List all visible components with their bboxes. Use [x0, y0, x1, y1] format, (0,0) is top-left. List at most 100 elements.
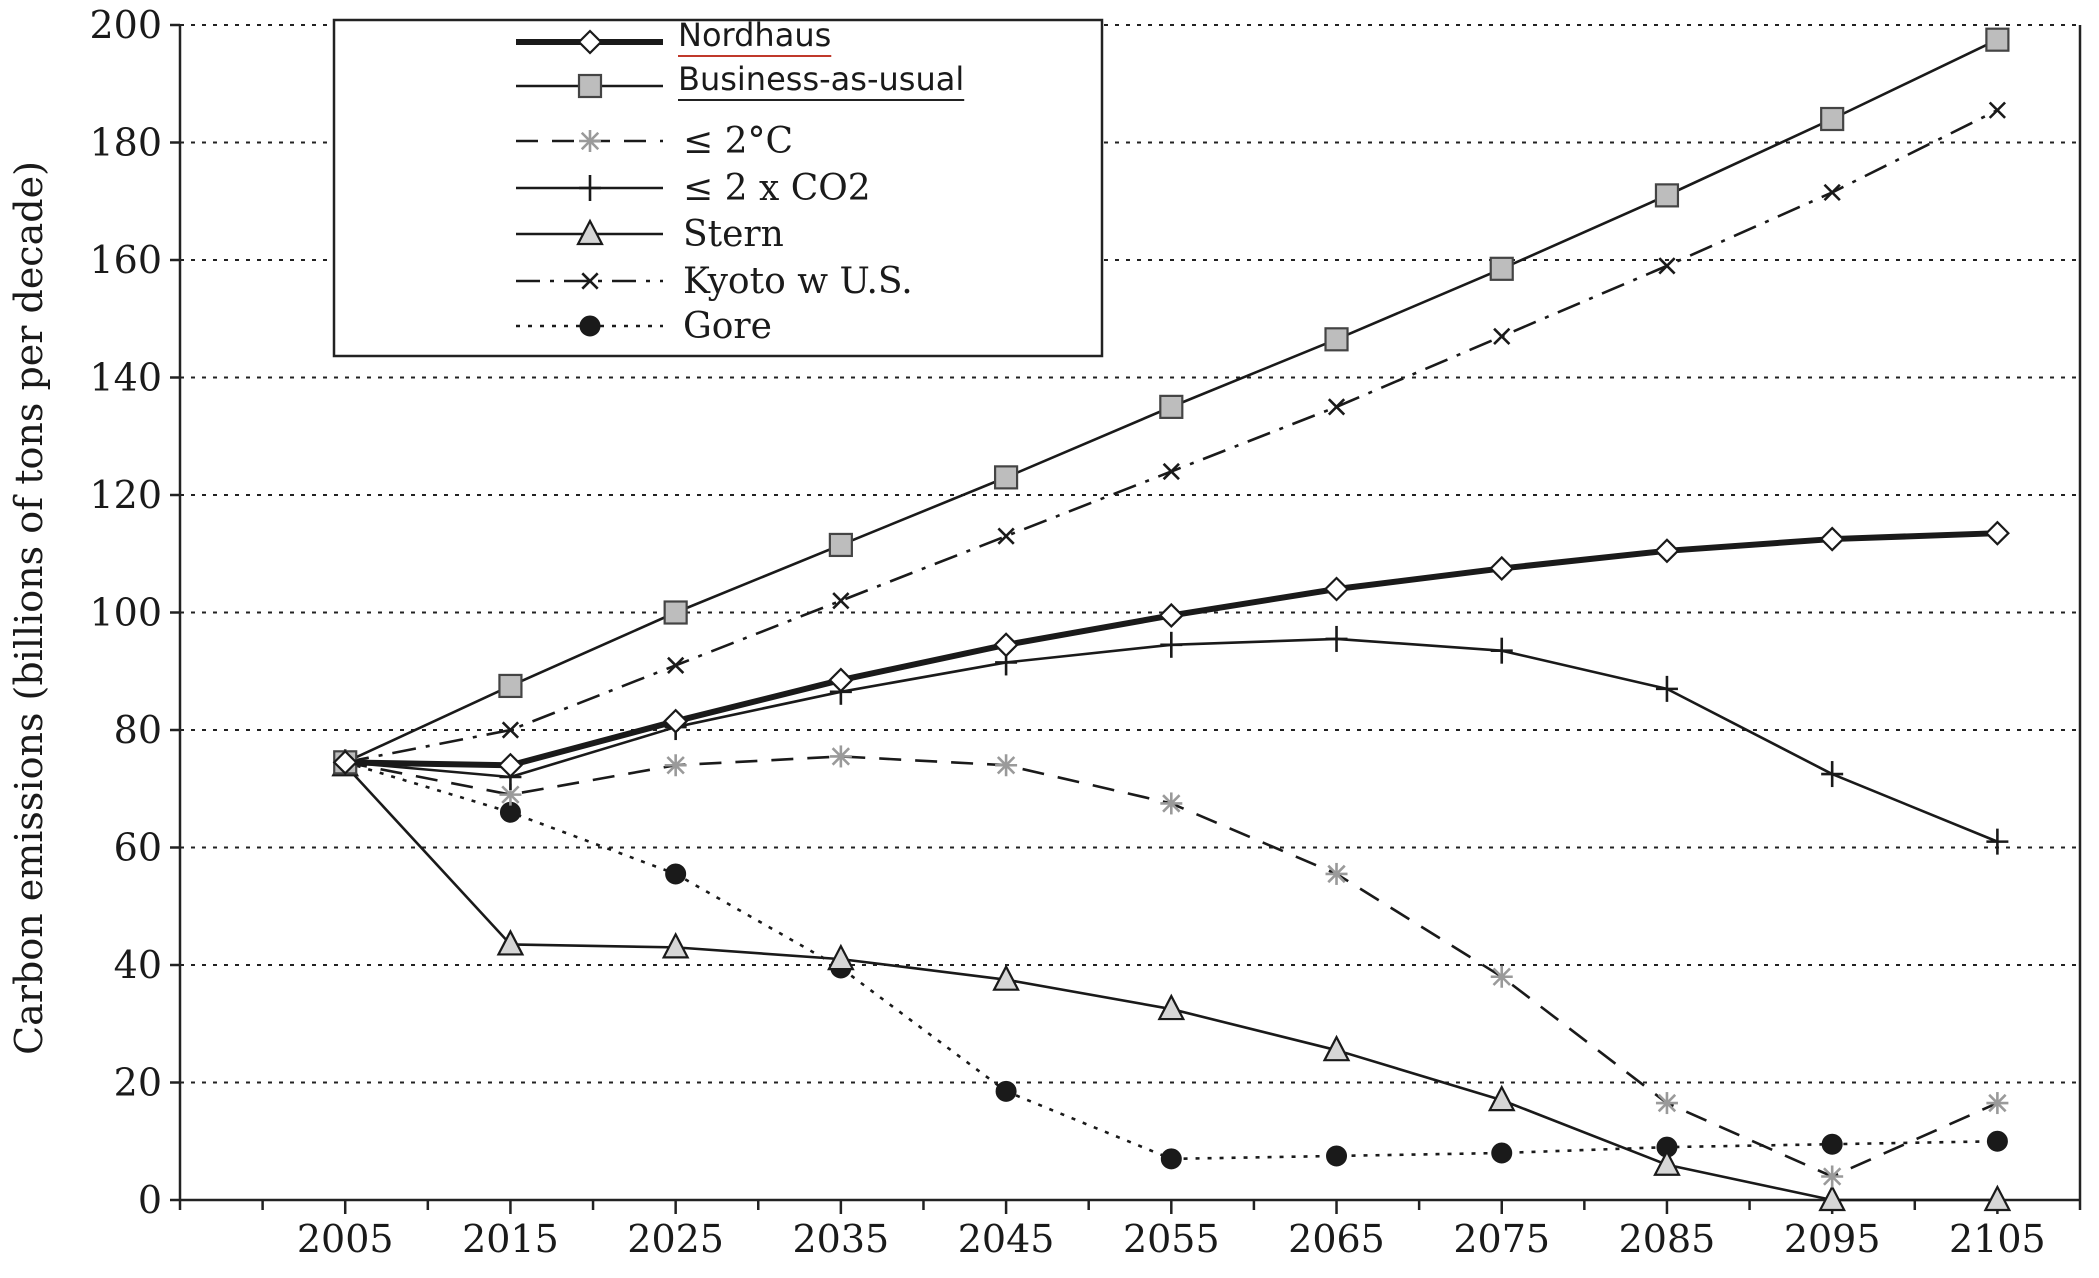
series-2-x-co2: [334, 625, 2009, 855]
legend-marker-gore: [579, 315, 601, 337]
point-stern-2015: [496, 929, 525, 956]
point-stern-2105: [1983, 1184, 2012, 1212]
series-line-2-c: [344, 755, 1998, 1178]
point-business-as-usual-2065: [1324, 327, 1349, 352]
grid-lines: [180, 24, 2080, 1084]
x-tick-label-2075: 2075: [1453, 1217, 1550, 1261]
legend-label-2-c: ≤ 2°C: [683, 121, 793, 162]
point-business-as-usual-2055: [1159, 394, 1184, 419]
point-business-as-usual-2105: [1985, 27, 2010, 52]
legend-marker-kyoto-w-u-s: [581, 272, 599, 290]
legend-box: [332, 18, 1104, 358]
point-nordhaus-2085: [1654, 538, 1680, 564]
tick-labels: 0 20 40 60 80 100 120 140 160 180 200 2005 2015 2025 2…: [89, 3, 2045, 1261]
series-gore: [334, 751, 2008, 1170]
y-tick-label-80: 80: [114, 708, 162, 752]
point-gore-2055: [1160, 1148, 1182, 1170]
point-2-c-2045: [995, 754, 1018, 777]
y-tick-label-140: 140: [89, 356, 162, 400]
point-2-x-co2-2085: [1655, 675, 1678, 702]
legend-marker-business-as-usual: [577, 73, 603, 99]
point-2-c-2025: [664, 754, 687, 777]
point-stern-2065: [1322, 1034, 1351, 1062]
point-2-c-2065: [1325, 862, 1348, 885]
point-business-as-usual-2085: [1654, 183, 1680, 208]
series-line-gore: [344, 761, 1998, 1161]
y-tick-label-160: 160: [89, 238, 162, 282]
x-tick-label-2055: 2055: [1123, 1217, 1220, 1261]
x-tick-label-2035: 2035: [793, 1217, 890, 1261]
point-stern-2085: [1653, 1149, 1681, 1176]
point-kyoto-w-u-s-2065: [1327, 398, 1346, 416]
point-business-as-usual-2035: [828, 532, 853, 558]
point-stern-2095: [1818, 1184, 1846, 1212]
point-2-c-2035: [829, 745, 852, 768]
y-tick-label-120: 120: [89, 473, 162, 517]
point-2-c-2075: [1490, 965, 1513, 988]
legend-marker-2-x-co2: [579, 175, 601, 201]
legend-item-gore: Gore: [516, 306, 772, 347]
point-kyoto-w-u-s-2095: [1823, 183, 1841, 202]
point-2-c-2015: [499, 783, 522, 806]
point-2-x-co2-2105: [1986, 828, 2009, 855]
point-nordhaus-2075: [1489, 555, 1515, 581]
point-nordhaus-2055: [1158, 602, 1184, 628]
legend-label-stern: Stern: [683, 214, 784, 255]
series-line-stern: [344, 764, 1998, 1202]
point-stern-2025: [661, 931, 690, 959]
y-axis-title: Carbon emissions (billions of tons per d…: [7, 161, 51, 1055]
point-2-c-2085: [1655, 1092, 1678, 1115]
y-tick-label-180: 180: [89, 121, 162, 165]
legend-item-business-as-usual: Business-as-usual: [516, 60, 965, 101]
point-kyoto-w-u-s-2055: [1162, 462, 1180, 481]
point-kyoto-w-u-s-2075: [1493, 327, 1511, 345]
point-kyoto-w-u-s-2045: [997, 527, 1015, 545]
legend-marker-nordhaus: [577, 29, 603, 55]
point-nordhaus-2015: [497, 752, 523, 778]
legend-marker-2-c: [579, 130, 601, 152]
point-gore-2045: [995, 1080, 1017, 1102]
point-kyoto-w-u-s-2015: [501, 721, 520, 739]
point-2-c-2095: [1821, 1165, 1844, 1188]
point-business-as-usual-2015: [498, 673, 523, 699]
point-stern-2075: [1487, 1084, 1516, 1112]
x-tick-label-2005: 2005: [297, 1217, 394, 1261]
legend: Nordhaus Business-as-usual ≤ 2°C ≤ 2 x CO2 S…: [332, 16, 1104, 358]
y-tick-label-100: 100: [89, 591, 162, 635]
point-stern-2035: [827, 943, 855, 971]
point-gore-2105: [1986, 1130, 2008, 1152]
legend-item-2-c: ≤ 2°C: [516, 121, 793, 162]
legend-item-nordhaus: Nordhaus: [516, 16, 832, 57]
series-nordhaus: [332, 520, 2010, 778]
point-business-as-usual-2045: [993, 465, 1019, 490]
point-gore-2065: [1326, 1145, 1348, 1167]
legend-label-kyoto-w-u-s: Kyoto w U.S.: [683, 261, 913, 302]
point-gore-2075: [1491, 1142, 1513, 1164]
axes: [170, 23, 2082, 1214]
point-nordhaus-2105: [1984, 520, 2010, 546]
point-2-x-co2-2075: [1490, 637, 1513, 664]
series-kyoto-w-u-s: [336, 101, 2007, 771]
series-2-c: [334, 745, 2009, 1188]
point-stern-2055: [1157, 993, 1186, 1021]
point-kyoto-w-u-s-2085: [1658, 257, 1676, 275]
point-nordhaus-2025: [663, 708, 689, 734]
y-tick-label-20: 20: [114, 1061, 162, 1105]
point-nordhaus-2045: [993, 632, 1019, 658]
point-business-as-usual-2075: [1489, 256, 1514, 281]
x-tick-label-2015: 2015: [462, 1217, 559, 1261]
point-nordhaus-2065: [1323, 576, 1350, 602]
point-2-x-co2-2065: [1325, 625, 1348, 652]
point-2-c-2105: [1986, 1092, 2009, 1115]
x-tick-label-2065: 2065: [1288, 1217, 1385, 1261]
x-tick-label-2085: 2085: [1619, 1217, 1716, 1261]
x-tick-label-2025: 2025: [627, 1217, 724, 1261]
point-gore-2095: [1821, 1133, 1843, 1155]
legend-label-business-as-usual: Business-as-usual: [678, 60, 964, 98]
point-stern-2045: [992, 964, 1020, 991]
point-business-as-usual-2095: [1820, 106, 1845, 132]
legend-label-nordhaus: Nordhaus: [678, 16, 831, 54]
y-tick-label-200: 200: [89, 3, 162, 47]
x-tick-label-2095: 2095: [1784, 1217, 1881, 1261]
